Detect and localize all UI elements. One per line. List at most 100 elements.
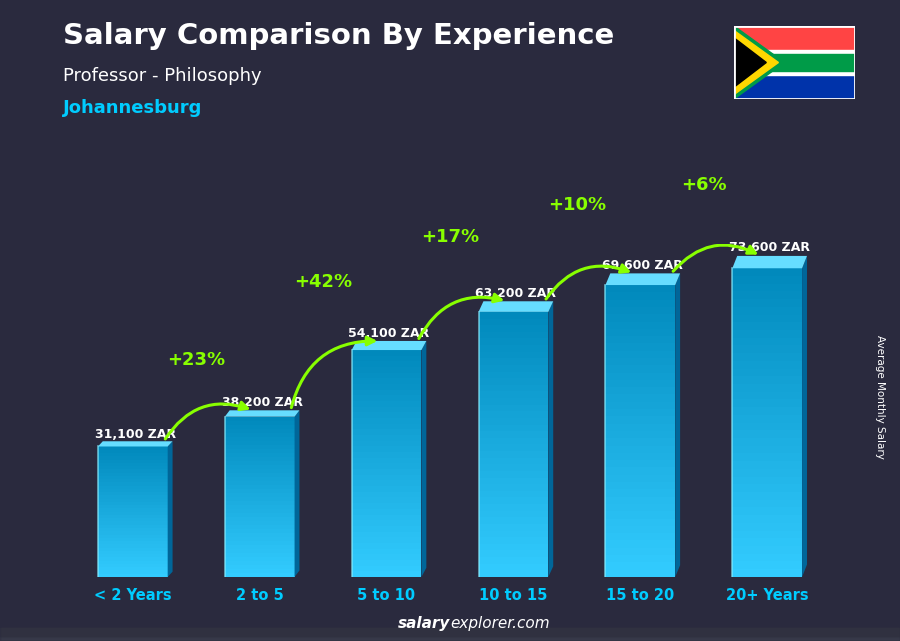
Bar [0, 634, 900, 640]
Bar [98, 460, 167, 463]
Bar [0, 633, 900, 640]
Bar [606, 475, 675, 482]
Bar [479, 551, 548, 557]
Bar [0, 631, 900, 637]
Bar [733, 554, 802, 562]
Bar [225, 497, 294, 501]
Bar [352, 401, 421, 407]
Bar [352, 390, 421, 395]
Bar [98, 531, 167, 535]
Polygon shape [98, 441, 173, 447]
Bar [225, 461, 294, 465]
Bar [0, 632, 900, 638]
Polygon shape [606, 273, 680, 285]
Bar [98, 450, 167, 453]
Bar [0, 630, 900, 637]
Bar [0, 633, 900, 639]
Bar [0, 632, 900, 638]
Bar [0, 631, 900, 637]
Text: +42%: +42% [294, 272, 352, 290]
Bar [733, 338, 802, 345]
Bar [733, 299, 802, 307]
Bar [98, 456, 167, 460]
Bar [225, 481, 294, 485]
Bar [733, 330, 802, 338]
Polygon shape [479, 301, 554, 312]
Bar [0, 631, 900, 637]
Bar [352, 395, 421, 401]
Bar [0, 631, 900, 638]
Bar [733, 445, 802, 453]
Bar [225, 429, 294, 433]
Bar [352, 486, 421, 492]
Bar [352, 515, 421, 520]
Bar [733, 345, 802, 353]
Bar [0, 633, 900, 639]
Bar [98, 551, 167, 554]
Polygon shape [734, 26, 785, 99]
Bar [606, 533, 675, 540]
Bar [98, 518, 167, 522]
Bar [0, 634, 900, 640]
Bar [0, 629, 900, 636]
Bar [0, 631, 900, 637]
Bar [225, 517, 294, 521]
Bar [606, 519, 675, 526]
Text: +6%: +6% [681, 176, 726, 194]
Bar [0, 633, 900, 639]
Bar [0, 630, 900, 637]
Bar [0, 634, 900, 640]
Bar [606, 351, 675, 358]
Bar [0, 631, 900, 637]
Bar [479, 458, 548, 464]
Bar [0, 633, 900, 640]
Bar [733, 353, 802, 361]
Bar [606, 526, 675, 533]
Bar [352, 509, 421, 515]
Bar [479, 504, 548, 511]
Bar [0, 633, 900, 640]
Bar [0, 629, 900, 635]
Bar [352, 571, 421, 577]
FancyArrowPatch shape [418, 294, 501, 338]
Bar [0, 632, 900, 638]
Text: 73,600 ZAR: 73,600 ZAR [729, 241, 810, 254]
Polygon shape [167, 441, 173, 577]
Bar [606, 562, 675, 570]
Bar [479, 531, 548, 537]
Bar [352, 481, 421, 486]
Bar [98, 522, 167, 525]
Bar [98, 486, 167, 489]
Bar [352, 446, 421, 452]
Bar [606, 424, 675, 431]
Bar [606, 482, 675, 489]
Bar [733, 500, 802, 508]
Bar [0, 631, 900, 637]
Bar [352, 407, 421, 412]
Bar [352, 350, 421, 356]
Bar [225, 529, 294, 533]
Polygon shape [225, 410, 300, 417]
Bar [225, 449, 294, 453]
Bar [479, 412, 548, 418]
Bar [479, 431, 548, 438]
Bar [0, 633, 900, 640]
Bar [0, 631, 900, 637]
Bar [0, 630, 900, 637]
Bar [0, 630, 900, 637]
Text: 38,200 ZAR: 38,200 ZAR [221, 397, 302, 410]
Bar [0, 634, 900, 640]
Bar [606, 431, 675, 438]
Bar [98, 544, 167, 547]
Bar [0, 633, 900, 639]
Bar [733, 477, 802, 485]
Bar [479, 563, 548, 570]
Bar [352, 412, 421, 418]
Bar [733, 415, 802, 422]
Bar [479, 352, 548, 358]
Bar [98, 508, 167, 512]
Bar [352, 503, 421, 509]
Bar [98, 453, 167, 456]
Bar [98, 515, 167, 518]
Bar [733, 376, 802, 384]
